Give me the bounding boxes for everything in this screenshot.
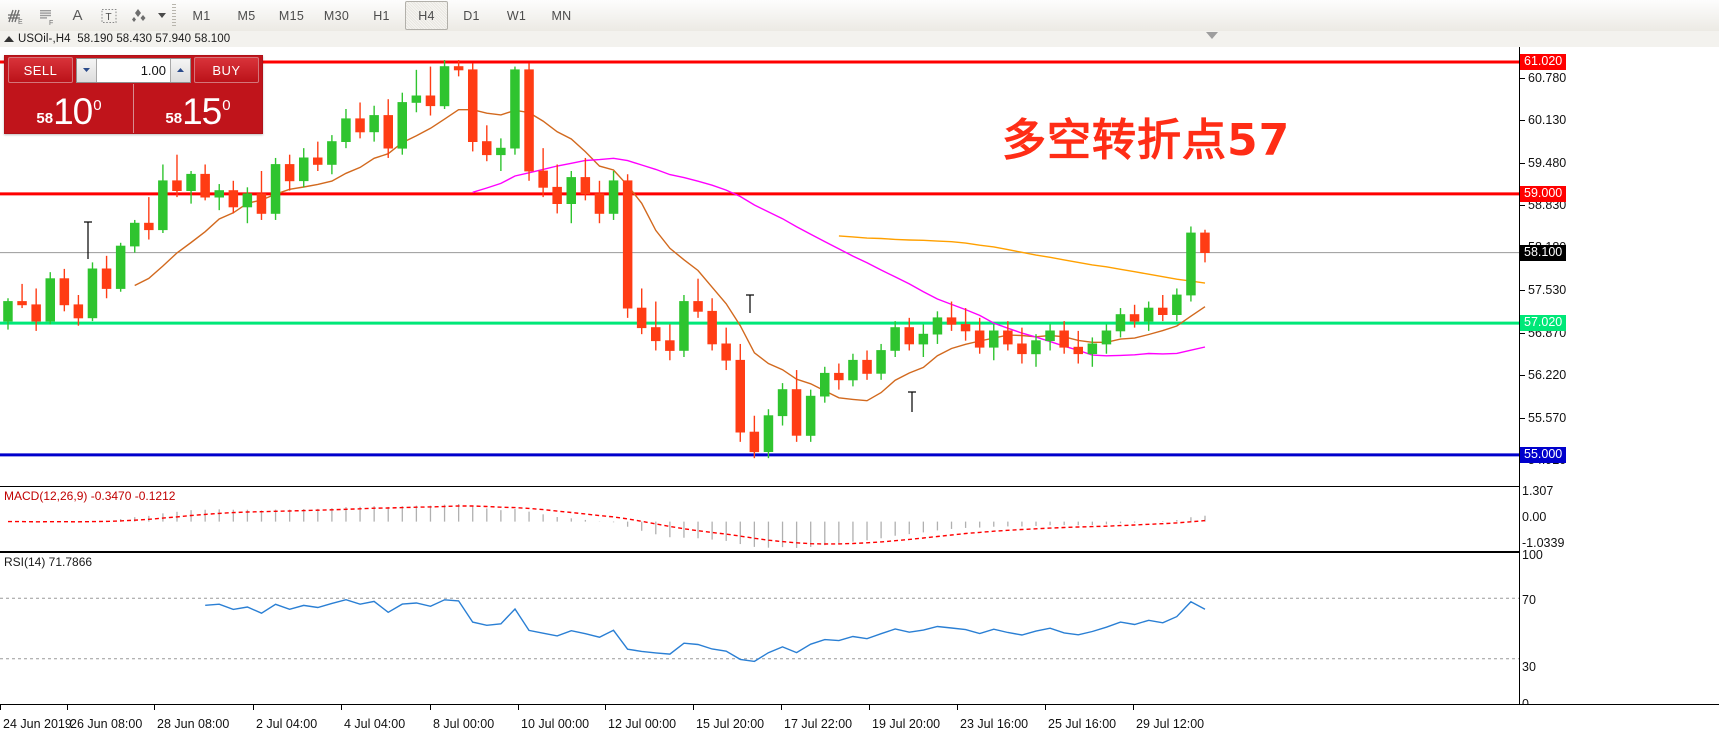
rsi-tick: 30 <box>1522 660 1536 674</box>
volume-value[interactable]: 1.00 <box>140 62 166 78</box>
price-tick: 57.530 <box>1520 283 1566 297</box>
time-tick <box>518 705 519 710</box>
time-label: 12 Jul 00:00 <box>608 717 677 731</box>
price-tick: 60.130 <box>1520 113 1566 127</box>
timeframe-d1[interactable]: D1 <box>463 8 480 23</box>
text-label-icon[interactable]: A <box>72 7 83 24</box>
chart-canvas[interactable]: MACD(12,26,9) -0.3470 -0.1212 RSI(14) 71… <box>0 47 1520 704</box>
time-tick <box>1045 705 1046 710</box>
macd-chart-svg <box>8 504 1206 548</box>
time-tick <box>67 705 68 710</box>
time-tick <box>957 705 958 710</box>
time-label: 25 Jul 16:00 <box>1048 717 1117 731</box>
volume-decrease-icon[interactable] <box>77 58 97 82</box>
rsi-tick: 100 <box>1522 548 1543 562</box>
trade-panel-controls: SELL 1.00 BUY <box>5 56 262 84</box>
chart-annotation-text: 多空转折点57 <box>1002 115 1291 166</box>
macd-caption: MACD(12,26,9) -0.3470 -0.1212 <box>4 489 176 503</box>
price-tick: 55.570 <box>1520 411 1566 425</box>
trade-panel-prices: 58 10 0 58 15 0 <box>5 84 262 133</box>
timeframe-w1[interactable]: W1 <box>506 8 527 23</box>
time-label: 4 Jul 04:00 <box>344 717 406 731</box>
time-tick <box>869 705 870 710</box>
time-label: 2 Jul 04:00 <box>256 717 318 731</box>
macd-tick: -1.0339 <box>1522 536 1565 550</box>
time-tick <box>781 705 782 710</box>
time-label: 8 Jul 00:00 <box>433 717 495 731</box>
rsi-chart-svg <box>0 597 1519 663</box>
toolbar-grip[interactable] <box>169 3 179 29</box>
volume-increase-icon[interactable] <box>170 58 190 82</box>
symbol-quote-bar: USOil-,H4 58.190 58.430 57.940 58.100 <box>0 31 1719 48</box>
time-label: 15 Jul 20:00 <box>696 717 765 731</box>
sell-price[interactable]: 58 10 0 <box>5 84 133 133</box>
objects-icon[interactable] <box>124 1 155 30</box>
volume-stepper[interactable]: 1.00 <box>76 57 191 83</box>
time-label: 28 Jun 08:00 <box>157 717 230 731</box>
timeframe-m5[interactable]: M5 <box>237 8 256 23</box>
svg-text:T: T <box>105 12 111 23</box>
time-scale[interactable]: 24 Jun 2019 26 Jun 08:00 28 Jun 08:00 2 Jul… <box>0 704 1719 752</box>
rsi-pane[interactable]: RSI(14) 71.7866 <box>0 552 1519 704</box>
time-label: 23 Jul 16:00 <box>960 717 1029 731</box>
data-window-icon[interactable]: F <box>31 1 62 30</box>
main-toolbar: E F A T <box>0 0 1719 32</box>
time-tick <box>693 705 694 710</box>
time-tick <box>1133 705 1134 710</box>
time-tick <box>0 705 1 710</box>
timeframe-h1[interactable]: H1 <box>373 8 390 23</box>
price-scale[interactable]: 60.78060.13059.48058.83058.18057.53056.8… <box>1520 47 1719 711</box>
chart-top-marker-icon <box>1206 32 1218 39</box>
svg-text:E: E <box>18 19 23 26</box>
rsi-caption: RSI(14) 71.7866 <box>4 555 93 569</box>
price-pane[interactable] <box>0 47 1519 481</box>
time-tick <box>430 705 431 710</box>
resistance-level-label: 59.000 <box>1520 185 1567 202</box>
time-label: 10 Jul 00:00 <box>521 717 590 731</box>
resistance-level-label: 61.020 <box>1520 54 1567 70</box>
indicators-icon[interactable]: E <box>0 1 31 30</box>
timeframe-m15[interactable]: M15 <box>278 8 305 23</box>
support-level-label: 55.000 <box>1520 446 1567 463</box>
text-object-icon[interactable]: T <box>93 1 124 30</box>
time-tick <box>154 705 155 710</box>
macd-pane[interactable]: MACD(12,26,9) -0.3470 -0.1212 <box>0 486 1519 552</box>
timeframe-h4[interactable]: H4 <box>405 1 448 30</box>
timeframe-m30[interactable]: M30 <box>323 8 350 23</box>
last-price-label: 58.100 <box>1520 244 1567 261</box>
buy-price-main: 15 <box>182 91 222 132</box>
buy-price[interactable]: 58 15 0 <box>133 84 262 133</box>
sell-price-fraction: 0 <box>93 97 102 114</box>
symbol-quote-text: USOil-,H4 58.190 58.430 57.940 58.100 <box>18 33 231 45</box>
price-chart-svg <box>0 60 1519 459</box>
sell-price-lead: 58 <box>36 110 54 127</box>
svg-text:F: F <box>49 20 53 26</box>
collapse-triangle-icon[interactable] <box>4 36 14 42</box>
macd-tick: 1.307 <box>1522 484 1554 498</box>
support-level-label: 57.020 <box>1520 315 1567 332</box>
price-tick: 59.480 <box>1520 156 1566 170</box>
time-label: 17 Jul 22:00 <box>784 717 853 731</box>
time-tick <box>341 705 342 710</box>
time-label: 29 Jul 12:00 <box>1136 717 1205 731</box>
one-click-trading-panel[interactable]: SELL 1.00 BUY 58 10 0 58 15 0 <box>4 55 263 134</box>
time-label: 19 Jul 20:00 <box>872 717 941 731</box>
macd-tick: 0.00 <box>1522 510 1547 524</box>
time-label: 26 Jun 08:00 <box>70 717 143 731</box>
buy-button[interactable]: BUY <box>194 57 259 83</box>
price-tick: 56.220 <box>1520 368 1566 382</box>
time-tick <box>605 705 606 710</box>
objects-dropdown-caret-icon[interactable] <box>155 1 169 30</box>
sell-button[interactable]: SELL <box>8 57 73 83</box>
timeframe-mn[interactable]: MN <box>551 8 572 23</box>
time-label: 24 Jun 2019 <box>3 717 72 731</box>
timeframe-m1[interactable]: M1 <box>192 8 211 23</box>
price-tick: 60.780 <box>1520 71 1566 85</box>
sell-price-main: 10 <box>53 91 93 132</box>
buy-price-fraction: 0 <box>222 97 231 114</box>
rsi-tick: 70 <box>1522 593 1536 607</box>
time-tick <box>253 705 254 710</box>
buy-price-lead: 58 <box>165 110 183 127</box>
